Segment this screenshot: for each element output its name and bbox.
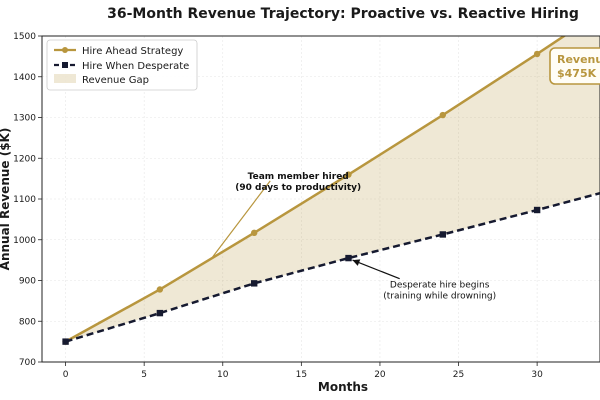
- annotations: Team member hired (90 days to productivi…: [211, 172, 496, 302]
- revenue-gap-box: Revenue $475K: [549, 47, 600, 85]
- x-tick-label: 25: [453, 370, 464, 380]
- team-member-annotation-line2: (90 days to productivity): [235, 183, 361, 193]
- x-axis-label: Months: [318, 380, 368, 394]
- data-point-hire-ahead: [156, 286, 164, 293]
- y-tick-label: 800: [19, 317, 36, 327]
- data-point-hire-ahead: [439, 111, 447, 119]
- revenue-box-frame: [549, 47, 600, 85]
- data-point-hire-ahead: [345, 171, 352, 178]
- y-tick-label: 1100: [13, 195, 36, 205]
- y-tick-label: 1500: [13, 32, 36, 42]
- data-point-hire-desperate: [250, 280, 258, 287]
- x-tick-label: 0: [63, 370, 69, 380]
- desperate-hire-annotation-line2: (training while drowning): [383, 292, 496, 302]
- revenue-gap-area: [65, 36, 600, 342]
- data-point-hire-desperate: [533, 206, 541, 214]
- data-point-hire-desperate: [62, 338, 69, 345]
- legend-label-revenue-gap: Revenue Gap: [82, 75, 149, 86]
- data-point-hire-desperate: [345, 254, 352, 262]
- y-axis-ticks: 700 800 900 1000 1100 1200 1300 1400 1500: [13, 32, 42, 368]
- legend: Hire Ahead Strategy Hire When Desperate …: [46, 39, 198, 91]
- y-tick-label: 1200: [13, 154, 36, 164]
- y-tick-label: 900: [19, 277, 36, 287]
- desperate-hire-annotation-line1: Desperate hire begins: [390, 281, 490, 291]
- y-tick-label: 1000: [13, 236, 36, 246]
- legend-swatch-revenue-gap: [54, 74, 76, 83]
- series-group: [62, 36, 600, 345]
- data-point-hire-desperate: [156, 309, 164, 317]
- y-tick-label: 1400: [13, 73, 36, 83]
- legend-frame: [46, 39, 198, 91]
- revenue-box-line1: Revenue: [557, 53, 600, 66]
- team-member-arrow: [211, 180, 271, 259]
- revenue-box-line2: $475K: [557, 67, 597, 80]
- y-axis-label: Annual Revenue ($K): [0, 128, 12, 271]
- y-tick-label: 700: [19, 358, 36, 368]
- x-tick-label: 30: [531, 370, 543, 380]
- desperate-hire-arrow: [352, 259, 400, 280]
- legend-label-hire-ahead: Hire Ahead Strategy: [82, 46, 183, 57]
- legend-swatch-hire-ahead-marker: [62, 47, 68, 53]
- team-member-annotation-line1: Team member hired: [248, 172, 349, 182]
- y-tick-label: 1300: [13, 114, 36, 124]
- chart-title: 36-Month Revenue Trajectory: Proactive v…: [107, 6, 579, 22]
- data-point-hire-ahead: [250, 229, 258, 237]
- x-axis-ticks: 0 5 10 15 20 25 30: [63, 362, 543, 380]
- revenue-gap-fill: [65, 36, 600, 342]
- data-point-hire-ahead: [533, 50, 541, 58]
- desperate-hire-arrowhead: [352, 259, 361, 266]
- x-tick-label: 10: [217, 370, 229, 380]
- legend-label-hire-desperate: Hire When Desperate: [82, 61, 189, 72]
- x-tick-label: 5: [141, 370, 147, 380]
- legend-swatch-hire-desperate-marker: [62, 62, 68, 68]
- data-point-hire-desperate: [439, 231, 447, 238]
- x-tick-label: 15: [296, 370, 307, 380]
- x-tick-label: 20: [374, 370, 386, 380]
